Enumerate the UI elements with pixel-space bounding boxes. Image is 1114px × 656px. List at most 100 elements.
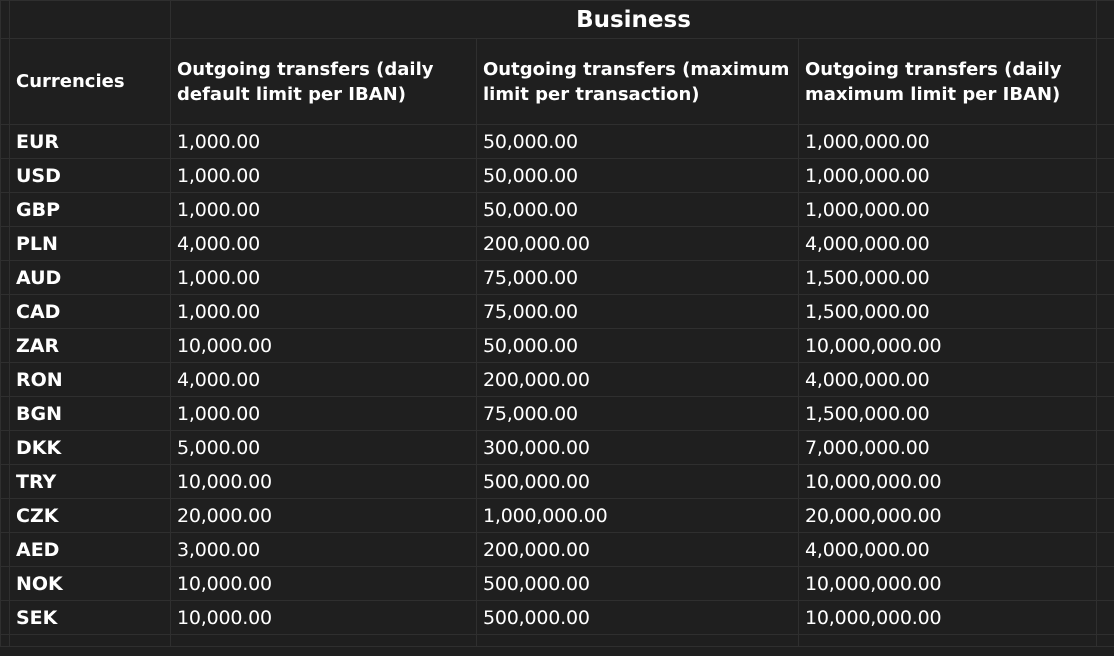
daily-default-limit-cell: 1,000.00	[170, 260, 477, 295]
table-row: CAD 1,000.00 75,000.00 1,500,000.00	[0, 294, 1114, 329]
edge-cell	[0, 532, 10, 567]
daily-max-limit-cell: 1,000,000.00	[797, 192, 1098, 227]
daily-default-limit-header: Outgoing transfers (daily default limit …	[170, 38, 477, 125]
currency-code-cell: CAD	[9, 294, 171, 329]
edge-cell	[0, 38, 10, 125]
daily-max-limit-cell: 1,500,000.00	[797, 294, 1098, 329]
edge-cell	[1096, 0, 1114, 39]
max-per-transaction-cell: 200,000.00	[476, 532, 799, 567]
max-per-transaction-cell: 1,000,000.00	[476, 498, 799, 533]
empty-cell	[0, 634, 10, 647]
daily-max-limit-cell: 1,000,000.00	[797, 124, 1098, 159]
table-row: NOK 10,000.00 500,000.00 10,000,000.00	[0, 566, 1114, 601]
edge-cell	[1096, 38, 1114, 125]
empty-cell	[9, 634, 171, 647]
currency-code-cell: AED	[9, 532, 171, 567]
max-per-transaction-header: Outgoing transfers (maximum limit per tr…	[476, 38, 799, 125]
max-per-transaction-cell: 50,000.00	[476, 328, 799, 363]
empty-cell	[1096, 634, 1114, 647]
max-per-transaction-cell: 500,000.00	[476, 600, 799, 635]
max-per-transaction-cell: 500,000.00	[476, 464, 799, 499]
daily-max-limit-cell: 1,500,000.00	[797, 260, 1098, 295]
daily-max-limit-cell: 10,000,000.00	[797, 328, 1098, 363]
edge-cell	[1096, 362, 1114, 397]
daily-default-limit-cell: 1,000.00	[170, 396, 477, 431]
table-row: EUR 1,000.00 50,000.00 1,000,000.00	[0, 124, 1114, 159]
daily-default-limit-cell: 4,000.00	[170, 362, 477, 397]
edge-cell	[0, 362, 10, 397]
column-header-row: Currencies Outgoing transfers (daily def…	[0, 38, 1114, 125]
empty-cell	[170, 634, 477, 647]
daily-max-limit-cell: 4,000,000.00	[797, 362, 1098, 397]
currency-code-cell: PLN	[9, 226, 171, 261]
edge-cell	[1096, 498, 1114, 533]
edge-cell	[0, 600, 10, 635]
table-row: TRY 10,000.00 500,000.00 10,000,000.00	[0, 464, 1114, 499]
max-per-transaction-cell: 200,000.00	[476, 226, 799, 261]
daily-default-limit-cell: 10,000.00	[170, 600, 477, 635]
daily-max-limit-cell: 1,000,000.00	[797, 158, 1098, 193]
empty-corner-cell	[9, 0, 171, 39]
currency-code-cell: BGN	[9, 396, 171, 431]
edge-cell	[1096, 294, 1114, 329]
daily-default-limit-cell: 20,000.00	[170, 498, 477, 533]
edge-cell	[0, 192, 10, 227]
daily-max-limit-cell: 1,500,000.00	[797, 396, 1098, 431]
edge-cell	[0, 464, 10, 499]
edge-cell	[1096, 192, 1114, 227]
table-row: BGN 1,000.00 75,000.00 1,500,000.00	[0, 396, 1114, 431]
table-row: PLN 4,000.00 200,000.00 4,000,000.00	[0, 226, 1114, 261]
daily-default-limit-cell: 10,000.00	[170, 328, 477, 363]
group-title: Business	[169, 0, 1098, 39]
edge-cell	[1096, 158, 1114, 193]
edge-cell	[1096, 260, 1114, 295]
edge-cell	[1096, 532, 1114, 567]
table-row: DKK 5,000.00 300,000.00 7,000,000.00	[0, 430, 1114, 465]
max-per-transaction-cell: 50,000.00	[476, 192, 799, 227]
table-row: USD 1,000.00 50,000.00 1,000,000.00	[0, 158, 1114, 193]
empty-cell	[476, 634, 799, 647]
table-row: AUD 1,000.00 75,000.00 1,500,000.00	[0, 260, 1114, 295]
currency-code-cell: GBP	[9, 192, 171, 227]
daily-max-limit-cell: 7,000,000.00	[797, 430, 1098, 465]
currency-code-cell: AUD	[9, 260, 171, 295]
edge-cell	[0, 498, 10, 533]
max-per-transaction-cell: 50,000.00	[476, 124, 799, 159]
edge-cell	[1096, 124, 1114, 159]
edge-cell	[1096, 464, 1114, 499]
daily-max-limit-cell: 20,000,000.00	[797, 498, 1098, 533]
edge-cell	[1096, 396, 1114, 431]
daily-default-limit-cell: 1,000.00	[170, 158, 477, 193]
edge-cell	[0, 328, 10, 363]
currency-code-cell: NOK	[9, 566, 171, 601]
edge-cell	[1096, 600, 1114, 635]
edge-cell	[1096, 566, 1114, 601]
edge-cell	[0, 158, 10, 193]
daily-max-limit-cell: 10,000,000.00	[797, 464, 1098, 499]
daily-max-limit-cell: 10,000,000.00	[797, 566, 1098, 601]
currency-code-cell: TRY	[9, 464, 171, 499]
daily-default-limit-cell: 1,000.00	[170, 192, 477, 227]
max-per-transaction-cell: 300,000.00	[476, 430, 799, 465]
currency-code-cell: SEK	[9, 600, 171, 635]
trailing-empty-row	[0, 634, 1114, 647]
daily-default-limit-cell: 10,000.00	[170, 464, 477, 499]
edge-cell	[0, 124, 10, 159]
edge-cell	[0, 0, 10, 39]
daily-max-limit-cell: 4,000,000.00	[797, 532, 1098, 567]
max-per-transaction-cell: 75,000.00	[476, 260, 799, 295]
daily-default-limit-cell: 1,000.00	[170, 124, 477, 159]
group-title-row: Business	[0, 0, 1114, 39]
daily-default-limit-cell: 4,000.00	[170, 226, 477, 261]
currency-code-cell: DKK	[9, 430, 171, 465]
currency-code-cell: EUR	[9, 124, 171, 159]
max-per-transaction-cell: 75,000.00	[476, 396, 799, 431]
edge-cell	[0, 226, 10, 261]
daily-max-limit-header: Outgoing transfers (daily maximum limit …	[797, 38, 1098, 125]
currency-code-cell: USD	[9, 158, 171, 193]
daily-default-limit-cell: 5,000.00	[170, 430, 477, 465]
currencies-header: Currencies	[9, 38, 171, 125]
max-per-transaction-cell: 75,000.00	[476, 294, 799, 329]
daily-default-limit-cell: 10,000.00	[170, 566, 477, 601]
